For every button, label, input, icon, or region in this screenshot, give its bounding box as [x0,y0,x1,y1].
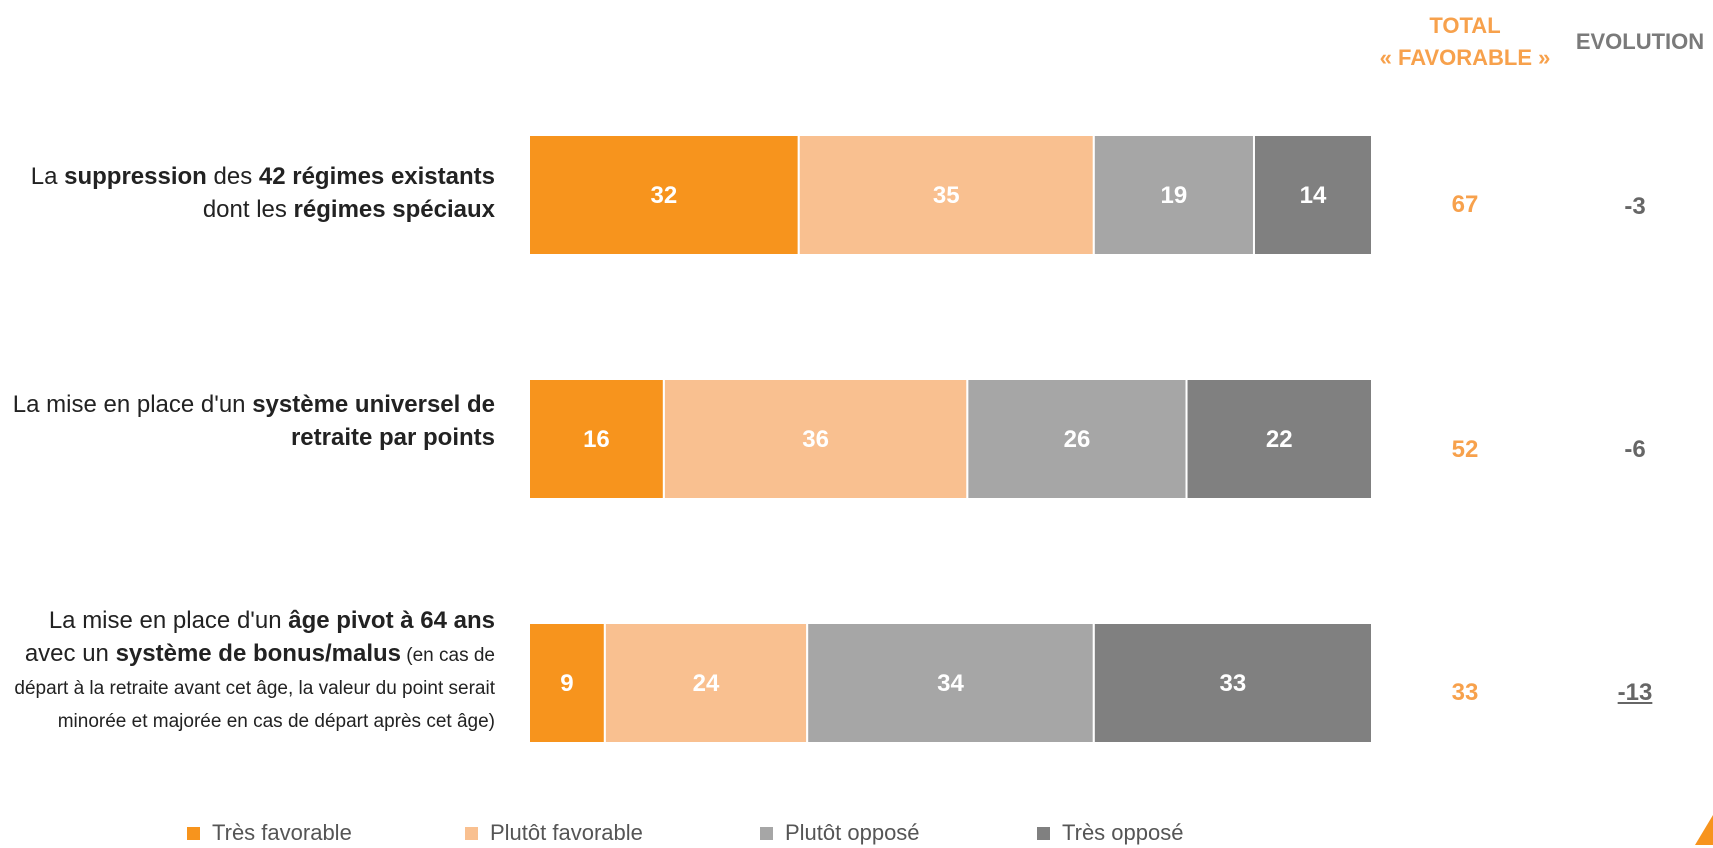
legend-label: Très favorable [212,820,352,845]
row-label-part: 42 régimes existants [258,163,495,190]
bar-segment [966,378,1188,500]
bar-value-label: 34 [937,670,964,697]
total-header-line2: « FAVORABLE » [1379,45,1551,70]
total-value-row1: 67 [1451,191,1479,218]
evolution-value-row2: -6 [1624,436,1646,463]
bar-segment [806,622,1095,744]
legend-swatch [1037,826,1050,840]
legend-label: Plutôt favorable [490,820,643,845]
bar-value-label: 35 [933,182,960,209]
row-label-part: (en cas de départ à la retraite avant ce… [14,645,495,732]
bar-segment [1185,378,1374,500]
row-label-part: âge pivot à 64 ans [288,607,495,634]
bar-segment [528,134,800,256]
bar-value-label: 32 [651,182,678,209]
legend-item: Très favorable [187,820,352,846]
row-label-3: La mise en place d'un âge pivot à 64 ans… [0,604,495,736]
row-label-part: dont les [202,196,294,223]
row-label-part: avec un [24,640,116,667]
row-label-part: suppression [64,163,207,190]
bar-value-label: 24 [693,670,720,697]
evolution-value-row3: -13 [1617,679,1653,706]
bar-value-label: 16 [583,426,610,453]
row-label-part: système de bonus/malus [115,640,401,667]
row-label-part: système universel de retraite par points [252,391,495,451]
bar-value-label: 26 [1064,426,1091,453]
total-favorable-header: TOTAL « FAVORABLE » [1370,10,1560,74]
row-label-part: La mise en place d'un [48,607,289,634]
bar-value-label: 33 [1220,670,1247,697]
bar-value-label: 22 [1266,426,1293,453]
legend-label: Plutôt opposé [785,820,920,845]
bar-segment [1252,134,1373,256]
row-label-part: régimes spéciaux [293,196,495,223]
bar-segment [528,622,606,744]
legend-item: Plutôt opposé [760,820,920,846]
legend-swatch [465,826,478,840]
bar-segment [662,378,969,500]
row-label-1: La suppression des 42 régimes existants … [0,160,495,226]
bar-segment [797,134,1095,256]
bar-segment [528,378,665,500]
bar-segment [1092,134,1255,256]
legend-item: Plutôt favorable [465,820,643,846]
total-header-line1: TOTAL [1429,13,1501,38]
row-label-part: La mise en place d'un [12,391,253,418]
bar-segment [603,622,809,744]
row-label-part: La [30,163,65,190]
evolution-value-row1: -3 [1624,193,1646,220]
bar-value-label: 36 [802,426,829,453]
bar-segment [1092,622,1374,744]
legend-swatch [187,826,200,840]
total-value-row2: 52 [1451,436,1479,463]
evolution-header: EVOLUTION [1575,29,1705,54]
row-label-2: La mise en place d'un système universel … [0,388,495,454]
bar-value-label: 14 [1300,182,1327,209]
chart-legend: Très favorable Plutôt favorable Plutôt opp… [0,820,1713,848]
legend-label: Très opposé [1062,820,1184,845]
bar-value-label: 9 [560,670,573,697]
total-value-row3: 33 [1451,679,1479,706]
row-label-part: des [206,163,259,190]
legend-item: Très opposé [1037,820,1183,846]
corner-accent [1695,815,1713,845]
bar-value-label: 19 [1161,182,1188,209]
legend-swatch [760,826,773,840]
